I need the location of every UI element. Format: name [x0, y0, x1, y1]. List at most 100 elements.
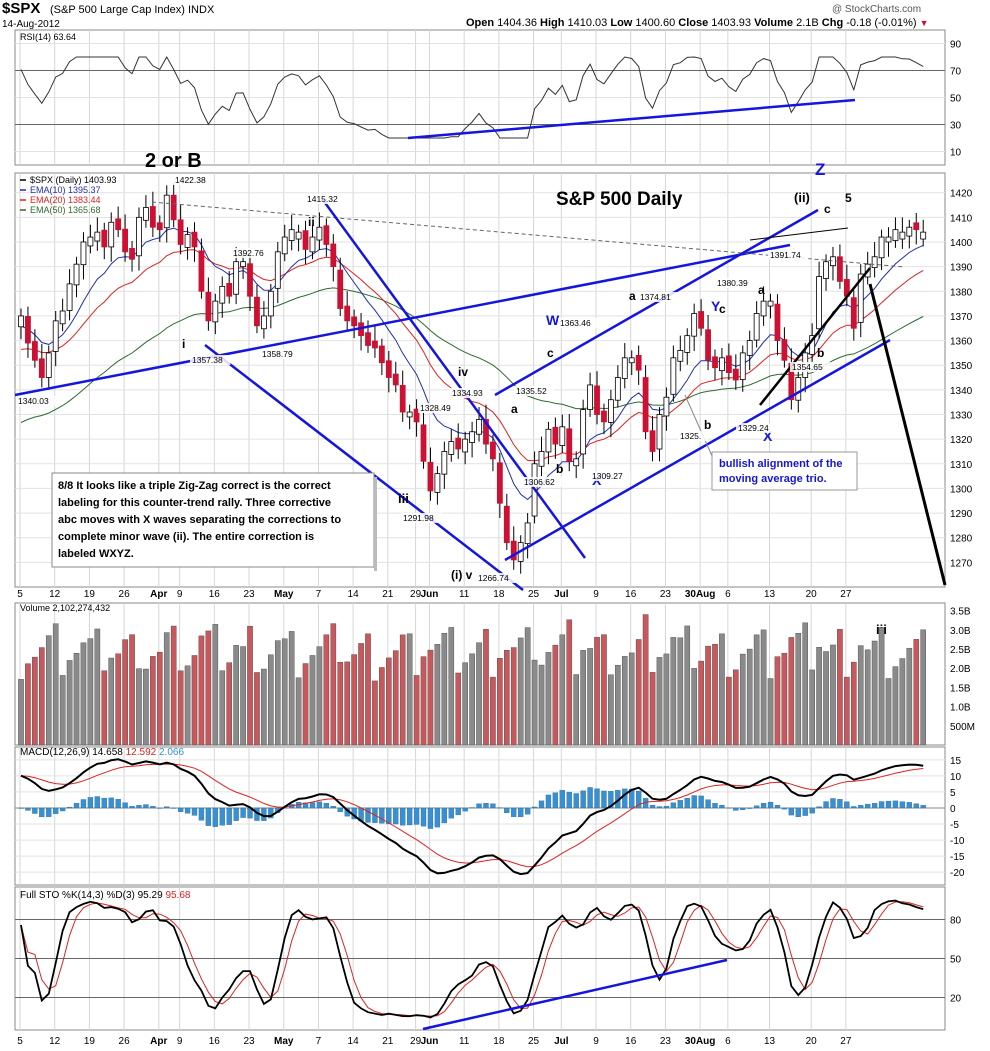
candle-body	[559, 426, 566, 446]
volume-bar	[802, 622, 809, 746]
candle-body	[316, 226, 323, 241]
sto-value: 95.68	[165, 890, 190, 901]
candle-body	[621, 357, 628, 379]
wave-label: c	[719, 302, 726, 316]
volume-bar	[351, 654, 357, 746]
candle-body	[628, 357, 635, 364]
wave-label: ii	[308, 215, 315, 229]
macd-histogram-bar	[809, 807, 815, 814]
price-label: 1334.93	[452, 388, 483, 398]
macd-histogram-bar	[504, 807, 510, 813]
macd-histogram-bar	[330, 806, 336, 809]
price-label: 1309.27	[592, 471, 623, 481]
macd-histogram-bar	[497, 807, 503, 809]
candle-body	[156, 222, 163, 231]
x-tick-label: 20	[806, 589, 818, 600]
y-tick-label: 1330	[950, 411, 973, 422]
callout-box	[711, 451, 858, 491]
candle-body	[441, 451, 448, 475]
volume-bar	[316, 646, 323, 746]
macd-tick-label: -15	[950, 852, 965, 863]
volume-bar	[184, 665, 191, 746]
volume-bar	[746, 648, 753, 746]
candle-body	[219, 285, 226, 304]
candle-body	[448, 441, 455, 455]
volume-bar	[295, 677, 302, 746]
candle-body	[94, 231, 101, 242]
candle-body	[795, 377, 802, 401]
macd-histogram-bar	[73, 803, 80, 809]
macd-histogram-bar	[740, 807, 746, 810]
volume-bar	[504, 650, 510, 746]
candle-body	[837, 256, 843, 282]
macd-histogram-bar	[518, 807, 524, 818]
candle-body	[691, 313, 698, 337]
volume-bar	[691, 668, 697, 746]
volume-bar	[857, 645, 864, 746]
macd-histogram-bar	[59, 807, 66, 812]
volume-bar	[871, 640, 878, 746]
volume-bar	[358, 643, 364, 746]
macd-histogram-bar	[788, 807, 794, 816]
candle-body	[163, 194, 170, 229]
macd-histogram-bar	[760, 803, 767, 809]
volume-tick-label: 2.5B	[950, 645, 971, 656]
x-tick-label: 16	[209, 589, 221, 600]
candle-body	[240, 261, 246, 268]
macd-histogram-bar	[885, 800, 892, 809]
price-label: 1422.38	[175, 175, 206, 185]
y-tick-label: 1350	[950, 361, 973, 372]
price-label-bg	[590, 471, 631, 481]
candle-body	[52, 320, 59, 352]
volume-bar	[816, 647, 822, 746]
volume-bar	[455, 672, 462, 746]
macd-histogram-bar	[240, 807, 246, 818]
x-tick-label: May	[274, 1036, 294, 1047]
candle-body	[767, 300, 774, 307]
candle-body	[295, 231, 302, 240]
volume-bar	[608, 674, 614, 746]
candle-body	[87, 236, 94, 247]
candle-body	[365, 332, 371, 346]
candle-body	[816, 276, 822, 330]
sto-tick-label: 20	[950, 994, 962, 1005]
x-tick-label: May	[274, 589, 294, 600]
candle-body	[677, 350, 684, 362]
candle-body	[427, 461, 434, 492]
candle-body	[649, 430, 656, 452]
volume-bar	[122, 639, 128, 746]
lower-falling-trendline	[204, 344, 524, 591]
volume-bar	[302, 663, 309, 746]
legend-entry: EMA(10) 1395.37	[30, 185, 101, 195]
macd-histogram-bar	[587, 787, 593, 809]
macd-histogram-bar	[531, 806, 538, 809]
volume-bar	[531, 659, 538, 746]
volume-bar	[268, 654, 274, 746]
macd-histogram-bar	[524, 807, 531, 815]
macd-histogram-bar	[233, 807, 239, 821]
candle-body	[274, 251, 281, 289]
candle-body	[601, 410, 607, 423]
price-label: 1329.24	[738, 423, 769, 433]
wave-label: a	[629, 289, 636, 303]
price-label-bg	[558, 318, 599, 328]
volume-bar	[406, 633, 413, 746]
volume-bar	[309, 655, 316, 746]
x-tick-label: 13	[764, 589, 776, 600]
y-tick-label: 1310	[950, 460, 973, 471]
macd-histogram-bar	[393, 807, 399, 825]
x-tick-label: 29	[410, 1036, 422, 1047]
macd-histogram-bar	[656, 806, 663, 809]
macd-histogram-bar	[816, 806, 822, 809]
candle-body	[288, 229, 295, 241]
ema-50-line	[20, 287, 924, 423]
price-label-bg	[736, 423, 777, 433]
y-tick-label: 1420	[950, 189, 973, 200]
high-label: High	[540, 17, 565, 29]
macd-histogram-bar	[719, 804, 725, 809]
sto-label: Full STO %K(14,3) %D(3) 95.29 95.68	[20, 890, 191, 901]
macd-histogram-bar	[733, 807, 739, 811]
volume-bar	[615, 664, 621, 746]
macd-tick-label: 10	[950, 772, 962, 783]
stoch-trendline	[422, 958, 728, 1031]
